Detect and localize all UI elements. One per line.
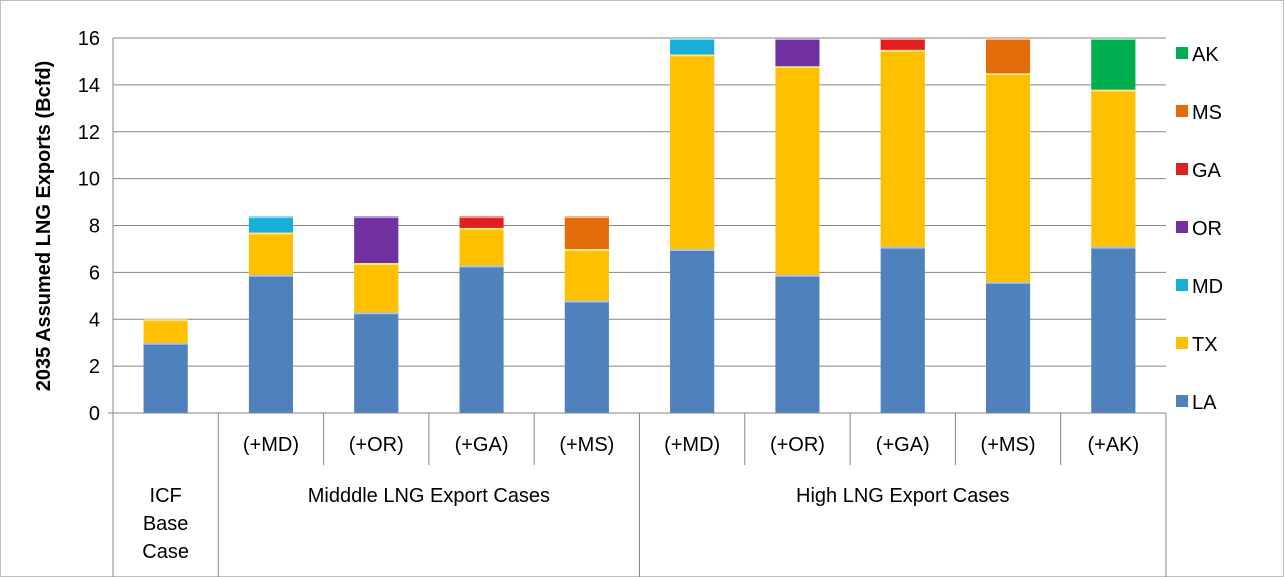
bar-segment-shade	[354, 312, 399, 413]
bar-segment-shade	[143, 319, 188, 343]
legend-label: MD	[1192, 276, 1223, 298]
legend-label: TX	[1192, 334, 1218, 356]
x-tick-label: (+OR)	[349, 434, 404, 456]
legend-swatch-shade	[1176, 337, 1188, 349]
y-tick-label: 12	[78, 122, 100, 144]
bar-segment-shade	[248, 232, 293, 275]
bar-segment-shade	[564, 216, 609, 249]
y-tick-label: 16	[78, 28, 100, 50]
legend-label: MS	[1192, 102, 1222, 124]
bar-segment-shade	[986, 281, 1031, 413]
group-label: Midddle LNG Export Cases	[308, 485, 550, 507]
group-label: Base	[143, 513, 189, 535]
legend-swatch-shade	[1176, 47, 1188, 59]
axis-layer: 0 2 4 6 8 10 12 14 16 (+MD) (+OR) (+GA) (+MS) (+MD) (+…	[78, 28, 1167, 577]
legend-label: LA	[1192, 392, 1217, 414]
bar-segment-shade	[986, 38, 1031, 74]
bar-segment-shade	[564, 300, 609, 413]
bar-segment-shade	[775, 274, 820, 413]
y-tick-label: 0	[89, 403, 100, 425]
x-tick-label: (+MD)	[664, 434, 720, 456]
y-tick-label: 8	[89, 216, 100, 238]
bar-segment-shade	[986, 73, 1031, 282]
bar-segment-shade	[1091, 246, 1136, 413]
legend-swatch-shade	[1176, 163, 1188, 175]
x-tick-label: (+OR)	[770, 434, 825, 456]
legend-label: GA	[1192, 160, 1222, 182]
legend-layer: AK MS GA OR MD TX LA	[1176, 44, 1223, 414]
bar-segment-shade	[459, 227, 504, 266]
y-tick-label: 6	[89, 262, 100, 284]
bar-segment-shade	[880, 246, 925, 413]
legend-swatch-shade	[1176, 105, 1188, 117]
y-tick-label: 4	[89, 309, 100, 331]
legend-label: AK	[1192, 44, 1219, 66]
bar-segment-shade	[670, 38, 715, 55]
x-tick-label: (+GA)	[876, 434, 930, 456]
x-tick-label: (+MS)	[981, 434, 1036, 456]
group-label: ICF	[150, 485, 182, 507]
y-tick-label: 10	[78, 169, 100, 191]
x-tick-label: (+MS)	[559, 434, 614, 456]
bar-segment-shade	[143, 342, 188, 413]
bar-segment-shade	[459, 216, 504, 228]
group-label: High LNG Export Cases	[796, 485, 1009, 507]
bar-segment-shade	[354, 263, 399, 313]
bar-segment-shade	[1091, 89, 1136, 247]
bar-segment-shade	[248, 274, 293, 413]
bar-segment-shade	[880, 38, 925, 50]
bars-layer	[143, 38, 1136, 413]
bar-segment-shade	[354, 216, 399, 263]
legend-swatch-shade	[1176, 395, 1188, 407]
y-axis-title: 2035 Assumed LNG Exports (Bcfd)	[33, 61, 55, 391]
x-tick-label: (+MD)	[243, 434, 299, 456]
x-tick-label: (+AK)	[1088, 434, 1140, 456]
bar-segment-shade	[670, 54, 715, 249]
group-label: Case	[142, 541, 189, 563]
bar-segment-shade	[459, 265, 504, 413]
bar-segment-shade	[1091, 38, 1136, 90]
y-tick-label: 2	[89, 356, 100, 378]
legend-swatch-shade	[1176, 279, 1188, 291]
bar-segment-shade	[880, 49, 925, 247]
bar-segment-shade	[775, 38, 820, 67]
bar-segment-shade	[248, 216, 293, 233]
bar-segment-shade	[564, 248, 609, 301]
bar-segment-shade	[670, 248, 715, 413]
y-tick-label: 14	[78, 75, 100, 97]
legend-label: OR	[1192, 218, 1222, 240]
x-tick-label: (+GA)	[455, 434, 509, 456]
legend-swatch-shade	[1176, 221, 1188, 233]
bar-segment-shade	[775, 66, 820, 275]
